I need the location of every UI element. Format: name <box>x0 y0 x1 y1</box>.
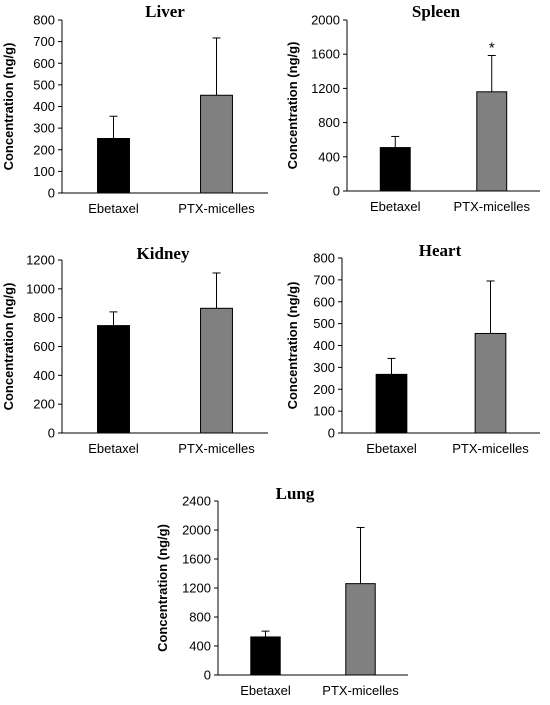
spleen-bar-ebetaxel <box>379 147 411 192</box>
liver-y-tick-label: 600 <box>33 56 55 71</box>
kidney-y-tick-label: 400 <box>33 368 55 383</box>
kidney-category-label: Ebetaxel <box>88 441 139 456</box>
kidney-bar-ptx-micelles <box>200 307 233 434</box>
kidney-bar-ebetaxel <box>97 325 130 434</box>
liver-y-tick-label: 300 <box>33 121 55 136</box>
heart-y-tick-label: 700 <box>313 272 335 287</box>
lung-y-axis-label: Concentration (ng/g) <box>155 524 170 652</box>
liver-y-tick-label: 800 <box>33 13 55 28</box>
lung-y-tick-label: 0 <box>204 668 211 683</box>
lung-category-label: PTX-micelles <box>322 683 399 698</box>
heart-y-tick-label: 800 <box>313 251 335 266</box>
liver-y-tick-label: 0 <box>48 186 55 201</box>
liver-category-label: Ebetaxel <box>88 201 139 216</box>
liver-y-tick-label: 400 <box>33 99 55 114</box>
spleen-y-tick-label: 2000 <box>311 13 340 28</box>
kidney-y-tick-label: 1000 <box>26 281 55 296</box>
heart-bar-ptx-micelles <box>474 332 507 434</box>
spleen-y-tick-label: 1600 <box>311 47 340 62</box>
spleen-bar-ptx-micelles <box>476 91 508 192</box>
spleen-category-label: PTX-micelles <box>453 199 530 214</box>
heart-y-tick-label: 200 <box>313 382 335 397</box>
liver-panel: Liver Concentration (ng/g) 0 100 200 300 400 50… <box>1 2 268 216</box>
kidney-category-label: PTX-micelles <box>178 441 255 456</box>
kidney-title: Kidney <box>137 244 190 263</box>
spleen-y-tick-label: 400 <box>318 149 340 164</box>
spleen-significance-marker: * <box>489 39 495 56</box>
lung-bar-ebetaxel <box>250 636 281 676</box>
lung-y-tick-label: 1200 <box>182 581 211 596</box>
kidney-y-tick-label: 0 <box>48 426 55 441</box>
spleen-panel: Spleen Concentration (ng/g) 0 400 800 1200 160… <box>285 2 540 214</box>
liver-y-tick-label: 100 <box>33 164 55 179</box>
kidney-y-tick-label: 800 <box>33 310 55 325</box>
heart-category-label: Ebetaxel <box>366 441 417 456</box>
liver-y-tick-label: 700 <box>33 34 55 49</box>
heart-y-tick-label: 100 <box>313 404 335 419</box>
lung-category-label: Ebetaxel <box>240 683 291 698</box>
lung-y-tick-label: 400 <box>189 639 211 654</box>
heart-title: Heart <box>419 241 462 260</box>
heart-y-tick-label: 400 <box>313 338 335 353</box>
heart-y-tick-label: 500 <box>313 316 335 331</box>
lung-y-tick-label: 2000 <box>182 523 211 538</box>
lung-bar-ptx-micelles <box>345 583 376 676</box>
lung-panel: Lung Concentration (ng/g) 0 400 800 1200 1600 2… <box>155 484 408 698</box>
kidney-panel: Kidney Concentration (ng/g) 0 200 400 600 800 1… <box>1 244 268 456</box>
liver-bar-ptx-micelles <box>200 94 233 194</box>
heart-y-tick-label: 300 <box>313 360 335 375</box>
heart-y-tick-label: 600 <box>313 294 335 309</box>
spleen-y-tick-label: 0 <box>333 184 340 199</box>
spleen-y-axis-label: Concentration (ng/g) <box>285 42 300 170</box>
liver-bar-ebetaxel <box>97 138 130 194</box>
kidney-y-tick-label: 1200 <box>26 253 55 268</box>
liver-y-tick-label: 500 <box>33 77 55 92</box>
liver-y-tick-label: 200 <box>33 142 55 157</box>
liver-title: Liver <box>145 2 185 21</box>
liver-category-label: PTX-micelles <box>178 201 255 216</box>
heart-panel: Heart Concentration (ng/g) 0 100 200 300 400 50… <box>285 241 540 456</box>
heart-y-axis-label: Concentration (ng/g) <box>285 282 300 410</box>
spleen-y-tick-label: 800 <box>318 115 340 130</box>
lung-y-tick-label: 800 <box>189 610 211 625</box>
spleen-y-tick-label: 1200 <box>311 81 340 96</box>
heart-category-label: PTX-micelles <box>452 441 529 456</box>
liver-y-axis-label: Concentration (ng/g) <box>1 43 16 171</box>
lung-title: Lung <box>276 484 315 503</box>
lung-y-tick-label: 2400 <box>182 494 211 509</box>
heart-bar-ebetaxel <box>375 373 408 434</box>
spleen-category-label: Ebetaxel <box>370 199 421 214</box>
kidney-y-tick-label: 200 <box>33 397 55 412</box>
kidney-y-axis-label: Concentration (ng/g) <box>1 283 16 411</box>
heart-y-tick-label: 0 <box>328 426 335 441</box>
lung-y-tick-label: 1600 <box>182 552 211 567</box>
kidney-y-tick-label: 600 <box>33 339 55 354</box>
spleen-title: Spleen <box>412 2 461 21</box>
